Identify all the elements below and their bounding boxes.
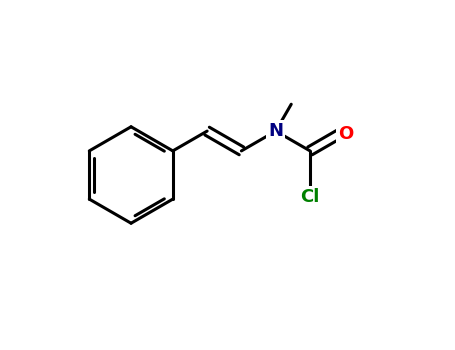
Text: N: N — [268, 122, 283, 140]
Text: O: O — [338, 125, 353, 143]
Text: Cl: Cl — [300, 188, 320, 206]
